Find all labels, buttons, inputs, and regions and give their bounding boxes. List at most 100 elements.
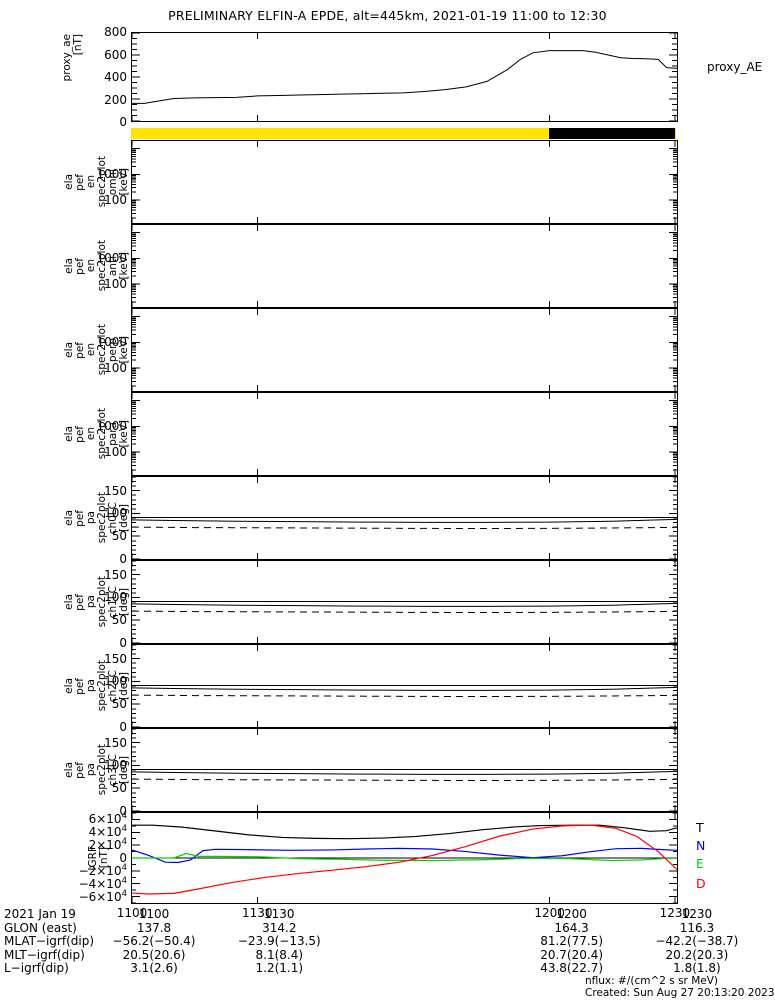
igrf-curve-D [132,824,677,895]
data-coverage-bar [131,128,678,139]
ylabel-line: [nT] [98,847,110,869]
ylabel-line: spec2plot [95,492,108,544]
annotation-row: MLAT−igrf(dip) −56.2(−50.4) −23.9(−13.5) 81… [0,935,775,949]
x-ticks [132,309,676,391]
panel-igrf [131,812,678,904]
ytick-label: 0 [119,851,127,865]
ylabel-line: [keV] [117,168,130,196]
ytick-label: 6×104 [88,811,127,827]
igrf-plot-area [132,813,677,903]
ylabel-line: [deg] [117,588,130,616]
omni-spectrogram-area [132,141,677,223]
annotation-value: 3.1(2.6) [130,961,178,976]
ylabel-line: ch1LC [106,585,119,619]
panel-ela-pef-pa-spec2plot-ch2lc-ylabel: ela pef pa spec2plot ch2LC [deg] [63,650,130,722]
x-ticks [132,645,676,727]
panel-ela-pef-pa-spec2plot-ch1lc [131,560,678,644]
legend-item-d: D [696,876,706,891]
proxy-ae-right-label: proxy_AE [707,60,763,74]
ytick-label: 0 [119,636,127,650]
ylabel-line: [deg] [117,672,130,700]
legend-item-n: N [696,838,706,853]
ytick-label: 100 [104,360,127,375]
annotation-value: 1130 [264,907,295,921]
panel-ela-pef-pa-spec2plot-ch0lc-ylabel: ela pef pa spec2plot ch0LC [deg] [63,482,130,554]
panel-ela-pef-pa-spec2plot-ch1lc-ylabel: ela pef pa spec2plot ch1LC [deg] [63,566,130,638]
ch1lc-plot-area [132,561,677,643]
ch3lc-plot-area [132,729,677,811]
x-ticks [132,813,676,903]
ytick-label: −4×104 [78,875,127,891]
ytick-label: 100 [104,506,127,521]
ytick-label: 4×104 [88,824,127,840]
x-ticks [132,225,676,307]
para-spectrogram-area [132,393,677,475]
pa-curve-pa-loss-cone [132,602,677,607]
panel-ela-pef-pa-spec2plot-ch0lc [131,476,678,560]
ylabel-line: [nT] [72,34,84,56]
ylabel-line: [keV] [117,420,130,448]
ytick-label: 1000 [96,419,127,434]
x-ticks [132,561,676,643]
annotation-value: 1230 [681,907,713,921]
proxy-ae-plot-area [132,33,677,121]
annotation-row-label: 2021 Jan 19 [4,907,76,921]
x-ticks [132,393,676,475]
ylabel-line: ela [62,342,75,358]
ytick-label: 50 [111,613,127,628]
annotation-value: 43.8(22.7) [540,961,604,976]
x-ticks [132,33,676,121]
annotation-value: 20.7(20.4) [540,947,604,962]
ylabel-line: ch3LC [106,753,119,787]
ylabel-line: spec2plot [95,576,108,628]
annotation-row: 2021 Jan 19 1100 1130 1200 1230 [0,907,775,922]
minor-ticks [132,33,677,121]
legend-item-t: T [696,820,704,835]
panel-ela-pef-en-spec2plot-para [131,392,678,476]
ytick-200: 200 [104,92,127,107]
x-axis-tick-labels: 1100 1130 1200 1230 [0,906,775,920]
panel-ela-pef-en-spec2plot-omni [131,140,678,224]
ylabel-line: pef [73,341,86,359]
panel-ela-pef-en-spec2plot-anti [131,224,678,308]
ytick-label: 0 [119,804,127,818]
legend-item-e: E [696,856,704,871]
annotation-row-label: GLON (east) [4,920,77,935]
ytick-0: 0 [119,115,127,129]
x-ticks [132,729,676,811]
panel-proxy-ae-ylabel: proxy_ae [nT] [61,34,84,120]
ylabel-line: ela [62,426,75,442]
x-ticks [132,477,676,559]
ylabel-line: perp [106,337,119,363]
pa-curve-pa-loss-cone [132,770,677,775]
panel-ela-pef-en-spec2plot-anti-ylabel: ela pef en spec2plot anti [keV] [63,230,130,302]
annotation-value: 1200 [556,907,587,921]
ytick-label: 0 [119,720,127,734]
ylabel-line: spec2plot [95,156,108,208]
x-ticks [132,141,676,223]
ylabel-line: pef [73,509,86,527]
ytick-800: 800 [104,25,127,39]
ylabel-line: [keV] [117,252,130,280]
annotation-value: 1100 [138,907,170,921]
panel-proxy-ae [131,32,678,122]
panel-ela-pef-pa-spec2plot-ch3lc-ylabel: ela pef pa spec2plot ch3LC [deg] [62,734,130,806]
igrf-curve-T [132,824,677,840]
ylabel-line: anti [106,255,119,277]
ytick-label: 100 [104,444,127,459]
ytick-label: 1000 [96,167,127,182]
annotation-value: 137.8 [136,920,172,935]
ylabel-line: spec2plot [95,240,108,292]
panel-igrf-ylabel: IGRF [nT] [87,818,110,898]
ytick-label: 0 [119,552,127,566]
pa-curve-pa-anti-loss-cone [132,694,677,697]
ytick-label: 50 [111,529,127,544]
igrf-curve-N [132,847,677,864]
ylabel-line: ela [62,174,75,190]
panel-ela-pef-en-spec2plot-perp-ylabel: ela pef en spec2plot perp [keV] [62,314,130,386]
coverage-segment [131,128,549,139]
panel-ela-pef-en-spec2plot-perp [131,308,678,392]
panel-ela-pef-pa-spec2plot-ch3lc [131,728,678,812]
ylabel-line: ela [62,762,75,778]
